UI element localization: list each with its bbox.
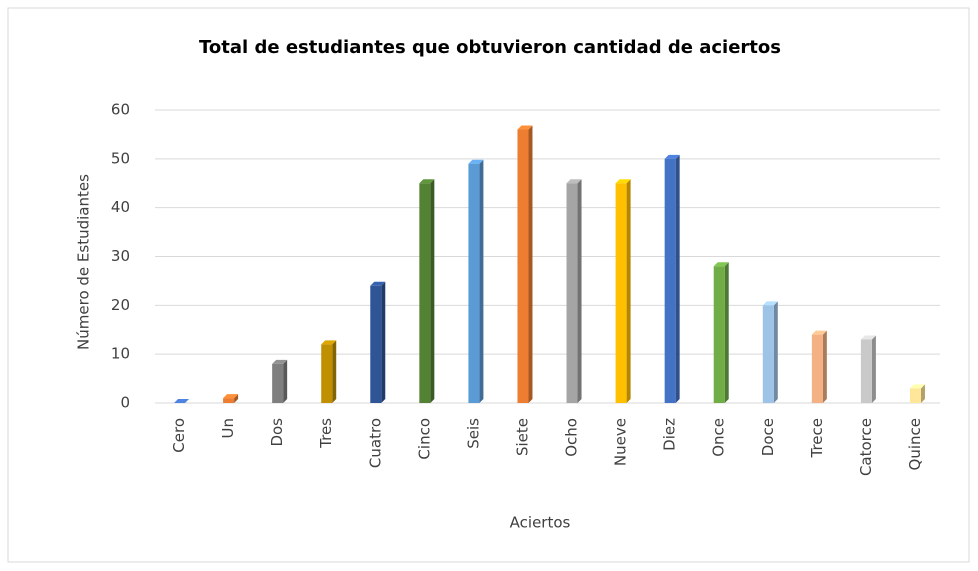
bar: [517, 129, 529, 404]
y-tick-label: 10: [111, 345, 130, 363]
x-tick-label: Nueve: [612, 418, 630, 466]
bar-top: [713, 262, 729, 267]
bar: [272, 363, 284, 403]
bar: [223, 398, 235, 403]
bar: [811, 334, 823, 403]
bar: [615, 183, 627, 403]
x-tick-label: Seis: [464, 418, 482, 449]
bar: [370, 285, 382, 403]
x-tick-label: Quince: [906, 418, 924, 470]
bar: [664, 158, 676, 403]
bar-top: [321, 340, 337, 345]
bar: [468, 163, 480, 403]
bar-top: [174, 399, 190, 403]
bar-side: [724, 262, 729, 403]
bar: [909, 388, 921, 403]
bar-top: [762, 301, 778, 306]
x-tick-label: Catorce: [857, 418, 875, 476]
y-tick-label: 0: [120, 394, 130, 412]
bar-side: [283, 359, 288, 403]
bar-side: [773, 301, 778, 403]
x-tick-label: Diez: [661, 418, 679, 451]
bar-top: [615, 179, 631, 184]
y-tick-label: 60: [111, 101, 130, 119]
x-tick-label: Trece: [808, 418, 826, 459]
bar: [860, 339, 872, 403]
bar-side: [920, 384, 925, 403]
bar-top: [517, 125, 533, 130]
bar-top: [664, 154, 680, 159]
bar-side: [430, 179, 435, 403]
x-tick-label: Dos: [268, 418, 286, 447]
x-tick-label: Un: [219, 418, 237, 439]
chart-title: Total de estudiantes que obtuvieron cant…: [199, 37, 781, 58]
bar-top: [468, 159, 484, 164]
bar-top: [909, 384, 925, 389]
bar: [321, 344, 333, 403]
x-tick-label: Tres: [317, 418, 335, 449]
bar-side: [675, 154, 680, 403]
bar-side: [871, 335, 876, 403]
x-tick-label: Once: [710, 418, 728, 457]
bar-side: [822, 330, 827, 403]
bar: [566, 183, 578, 403]
bar-top: [370, 281, 386, 286]
y-axis-title: Número de Estudiantes: [75, 174, 93, 350]
x-axis-title: Aciertos: [510, 514, 571, 532]
bar-side: [234, 394, 239, 403]
bar-side: [332, 340, 337, 403]
bar-side: [381, 281, 386, 403]
x-tick-label: Ocho: [563, 418, 581, 457]
bar-side: [577, 179, 582, 403]
bar-side: [479, 159, 484, 403]
bar: [419, 183, 431, 403]
bar-top: [272, 359, 288, 364]
x-tick-label: Cuatro: [366, 418, 384, 468]
bar-top: [566, 179, 582, 184]
x-tick-label: Cero: [170, 418, 188, 453]
bar: [713, 266, 725, 403]
y-tick-label: 30: [111, 247, 130, 265]
bar-top: [811, 330, 827, 335]
bar-top: [223, 394, 239, 399]
chart-frame: [7, 7, 970, 563]
bar-top: [860, 335, 876, 340]
y-tick-label: 50: [111, 149, 130, 167]
y-tick-label: 20: [111, 296, 130, 314]
bar-side: [626, 179, 631, 403]
y-tick-label: 40: [111, 198, 130, 216]
x-tick-label: Siete: [513, 418, 531, 456]
bar: [762, 305, 774, 403]
bar-top: [419, 179, 435, 184]
x-tick-label: Doce: [759, 418, 777, 456]
bar-side: [528, 125, 533, 404]
x-tick-label: Cinco: [415, 418, 433, 460]
